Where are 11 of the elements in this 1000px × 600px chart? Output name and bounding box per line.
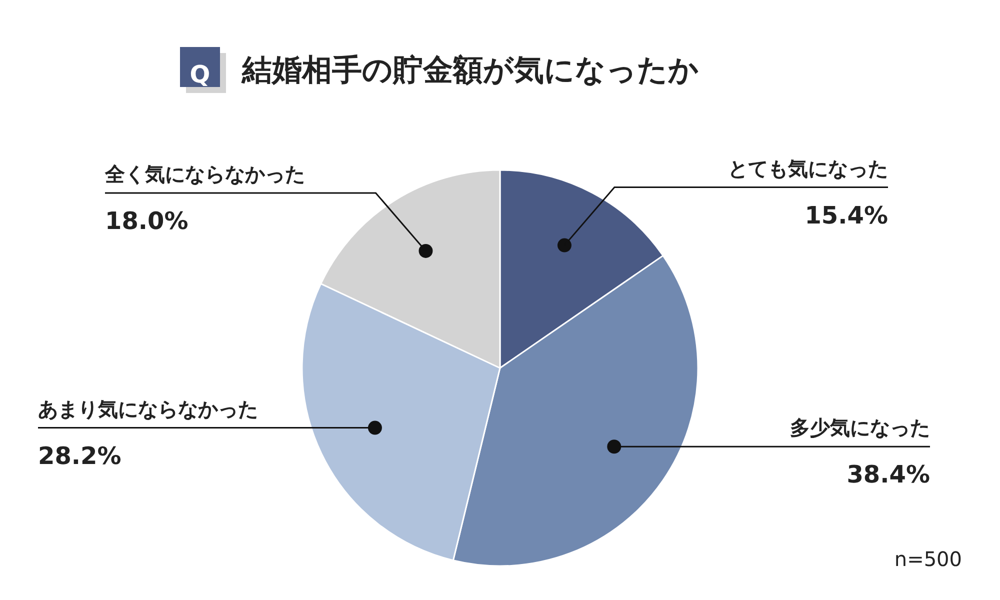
slice-label: とても気になった — [728, 156, 888, 180]
text: Q — [190, 60, 210, 89]
text: n=500 — [894, 547, 962, 571]
data-label: 18.0% — [105, 206, 188, 235]
data-label: 28.2% — [38, 442, 122, 470]
slice-label: 全く気にならなかった — [104, 162, 305, 186]
data-label: 15.4% — [804, 201, 888, 230]
data-label: 38.4% — [846, 460, 930, 489]
slice-label: 多少気になった — [790, 416, 930, 440]
chart-title: 結婚相手の貯金額が気になったか — [241, 53, 699, 88]
slice-label: あまり気にならなかった — [38, 396, 258, 421]
